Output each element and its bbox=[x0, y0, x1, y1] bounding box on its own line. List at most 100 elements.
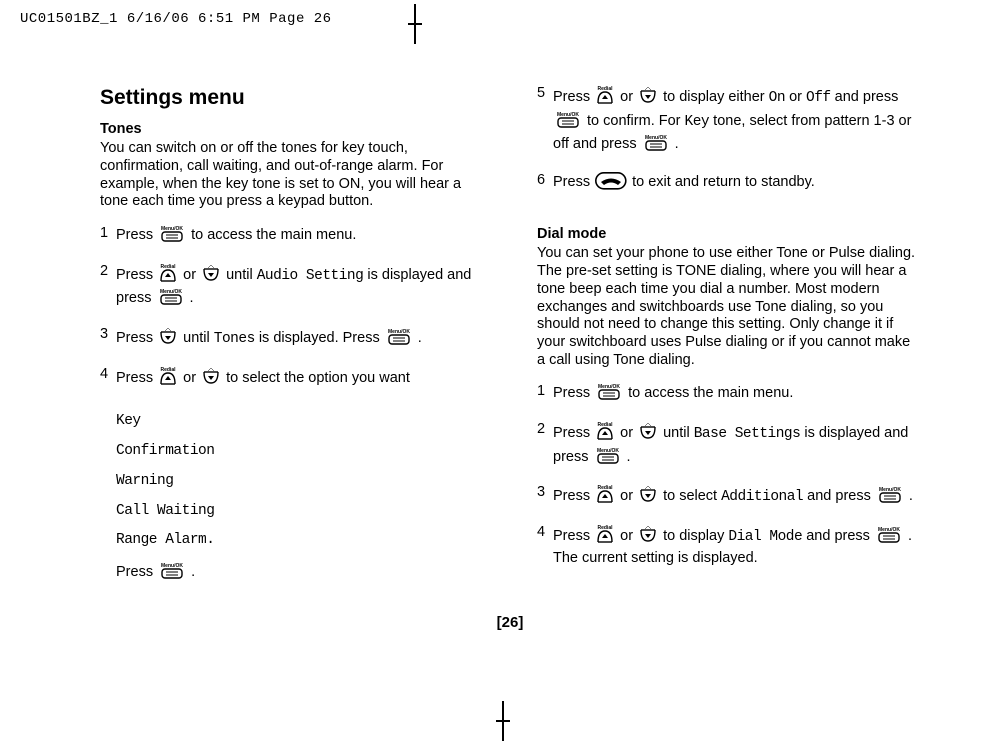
up-icon bbox=[595, 421, 615, 447]
crop-mark-bottom bbox=[496, 701, 510, 741]
step-number: 5 bbox=[537, 85, 553, 158]
press-menu-line: Press . bbox=[116, 562, 483, 586]
down-icon bbox=[638, 85, 658, 111]
step-number: 3 bbox=[100, 326, 116, 352]
text: and press bbox=[806, 528, 874, 544]
step-number: 6 bbox=[537, 172, 553, 196]
option-range-alarm: Range Alarm. bbox=[116, 532, 483, 550]
up-icon bbox=[158, 263, 178, 289]
up-icon bbox=[595, 85, 615, 111]
text: to select the option you want bbox=[226, 370, 410, 386]
text: Press bbox=[116, 564, 157, 580]
tones-heading: Tones bbox=[100, 121, 483, 139]
step-5: 5 Press or to display either On or Off a… bbox=[537, 85, 920, 158]
text: or bbox=[620, 528, 637, 544]
menu-option: Dial Mode bbox=[728, 529, 802, 545]
up-icon bbox=[595, 524, 615, 550]
text: Press bbox=[116, 330, 157, 346]
dial-mode-intro: You can set your phone to use either Ton… bbox=[537, 245, 920, 369]
text: is displayed. Press bbox=[259, 330, 384, 346]
end-call-icon bbox=[595, 172, 627, 196]
text: and press bbox=[835, 89, 899, 105]
menuok-icon bbox=[158, 225, 186, 249]
text: Press bbox=[553, 174, 594, 190]
step-number: 2 bbox=[100, 263, 116, 312]
menu-option: Audio Setting bbox=[257, 268, 364, 284]
step-1: 1 Press to access the main menu. bbox=[100, 225, 483, 249]
option-off: Off bbox=[806, 90, 831, 106]
text: . bbox=[418, 330, 422, 346]
left-column: Settings menu Tones You can switch on or… bbox=[100, 85, 483, 598]
text: Press bbox=[553, 528, 594, 544]
up-icon bbox=[595, 484, 615, 510]
page-content: Settings menu Tones You can switch on or… bbox=[100, 85, 920, 631]
step-number: 1 bbox=[537, 383, 553, 407]
menuok-icon bbox=[554, 111, 582, 135]
text: or bbox=[620, 425, 637, 441]
text: . bbox=[191, 564, 195, 580]
text: or bbox=[620, 488, 637, 504]
text: to exit and return to standby. bbox=[632, 174, 815, 190]
text: Press bbox=[116, 370, 157, 386]
tones-intro: You can switch on or off the tones for k… bbox=[100, 140, 483, 211]
text: Press bbox=[553, 425, 594, 441]
option-key: Key bbox=[685, 114, 710, 130]
menuok-icon bbox=[876, 486, 904, 510]
dial-step-1: 1 Press to access the main menu. bbox=[537, 383, 920, 407]
option-on: On bbox=[769, 90, 785, 106]
menuok-icon bbox=[595, 383, 623, 407]
text: . bbox=[190, 290, 194, 306]
text: or bbox=[183, 370, 200, 386]
text: until bbox=[226, 267, 257, 283]
page-title: Settings menu bbox=[100, 85, 483, 111]
text: Press bbox=[553, 488, 594, 504]
step-4: 4 Press or to select the option you want bbox=[100, 366, 483, 392]
text: to display bbox=[663, 528, 728, 544]
menu-option: Tones bbox=[214, 331, 255, 347]
step-number: 2 bbox=[537, 421, 553, 470]
dial-step-3: 3 Press or to select Additional and pres… bbox=[537, 484, 920, 510]
text: or bbox=[620, 89, 637, 105]
menu-option: Base Settings bbox=[694, 426, 801, 442]
text: to confirm. For bbox=[587, 113, 685, 129]
text: or bbox=[789, 89, 806, 105]
print-header: UC01501BZ_1 6/16/06 6:51 PM Page 26 bbox=[20, 11, 332, 27]
down-icon bbox=[638, 524, 658, 550]
menuok-icon bbox=[157, 288, 185, 312]
menuok-icon bbox=[158, 562, 186, 586]
text: . bbox=[675, 136, 679, 152]
step-2: 2 Press or until Audio Setting is displa… bbox=[100, 263, 483, 312]
option-confirmation: Confirmation bbox=[116, 443, 483, 461]
text: . bbox=[909, 488, 913, 504]
option-key: Key bbox=[116, 413, 483, 431]
down-icon bbox=[638, 484, 658, 510]
text: to select bbox=[663, 488, 721, 504]
down-icon bbox=[638, 421, 658, 447]
step-3: 3 Press until Tones is displayed. Press … bbox=[100, 326, 483, 352]
text: . bbox=[627, 449, 631, 465]
text: Press bbox=[116, 227, 157, 243]
step-number: 4 bbox=[100, 366, 116, 392]
text: Press bbox=[553, 385, 594, 401]
text: Press bbox=[116, 267, 157, 283]
step-number: 3 bbox=[537, 484, 553, 510]
down-icon bbox=[158, 326, 178, 352]
option-warning: Warning bbox=[116, 473, 483, 491]
step-number: 1 bbox=[100, 225, 116, 249]
right-column: 5 Press or to display either On or Off a… bbox=[537, 85, 920, 598]
menu-option: Additional bbox=[721, 489, 803, 505]
down-icon bbox=[201, 366, 221, 392]
text: and press bbox=[807, 488, 875, 504]
page-number: [26] bbox=[100, 614, 920, 631]
step-6: 6 Press to exit and return to standby. bbox=[537, 172, 920, 196]
dial-mode-heading: Dial mode bbox=[537, 226, 920, 244]
up-icon bbox=[158, 366, 178, 392]
dial-step-2: 2 Press or until Base Settings is displa… bbox=[537, 421, 920, 470]
crop-mark-top bbox=[408, 4, 422, 44]
text: until bbox=[663, 425, 694, 441]
step-number: 4 bbox=[537, 524, 553, 567]
text: to access the main menu. bbox=[628, 385, 793, 401]
dial-step-4: 4 Press or to display Dial Mode and pres… bbox=[537, 524, 920, 567]
tone-options: Key Confirmation Warning Call Waiting Ra… bbox=[116, 413, 483, 585]
menuok-icon bbox=[385, 328, 413, 352]
